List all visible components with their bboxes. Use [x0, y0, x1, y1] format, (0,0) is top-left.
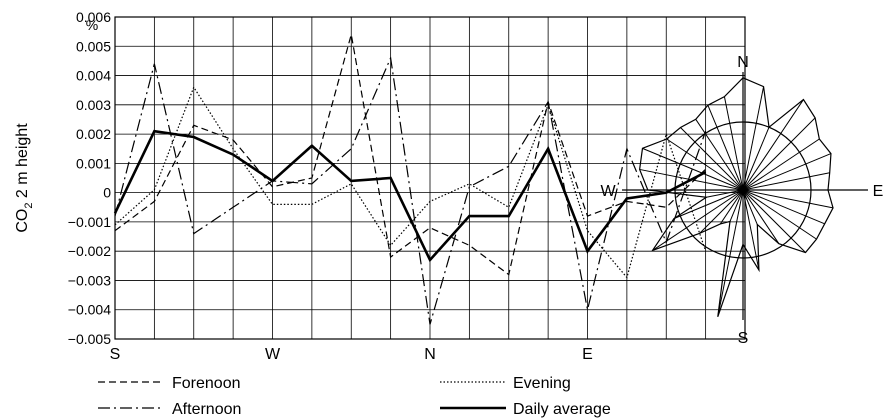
radar-spoke: [742, 189, 834, 209]
radar-spoke: [742, 189, 817, 240]
radar-spoke: [695, 119, 744, 191]
line-chart: 0.006 0.005 0.004 0.003 0.002 0.001 0 −0.001 −0.…: [14, 9, 746, 363]
y-axis-label: CO2 2 m height: [14, 123, 35, 233]
y-tick-label: −0.005: [68, 331, 111, 347]
direction-label-w: W: [600, 183, 616, 200]
y-tick-label: 0.005: [76, 38, 111, 54]
radar-spoke: [680, 127, 744, 191]
series-line-forenoon: [114, 34, 707, 276]
radar-spoke: [742, 153, 832, 191]
legend: Forenoon Afternoon Evening Daily average: [98, 375, 611, 418]
radar-spoke: [673, 189, 744, 220]
radar-spokes: [639, 77, 834, 317]
radar-outline: [639, 77, 834, 317]
x-tick-label: W: [265, 346, 281, 363]
radar-spoke: [652, 189, 744, 251]
radar-spoke: [742, 189, 760, 271]
radar-spoke: [729, 189, 744, 222]
radar-spoke: [742, 189, 806, 253]
series-line-afternoon: [114, 55, 707, 325]
radar-spoke: [742, 99, 804, 191]
direction-radar-chart: N S W E: [600, 54, 883, 347]
direction-label-n: N: [737, 54, 749, 71]
radar-spoke: [742, 189, 780, 244]
legend-label-evening: Evening: [513, 375, 571, 392]
radar-spoke: [742, 126, 770, 191]
y-tick-label: −0.002: [68, 243, 111, 259]
radar-spoke: [742, 189, 758, 225]
legend-label-afternoon: Afternoon: [172, 401, 241, 418]
series-line-evening: [114, 85, 707, 279]
radar-spoke: [666, 138, 744, 191]
radar-spoke: [742, 117, 816, 191]
y-tick-label: −0.004: [68, 302, 111, 318]
radar-spoke: [642, 147, 744, 191]
radar-spoke: [639, 168, 744, 191]
radar-spoke: [699, 189, 744, 234]
series-layer: [113, 34, 707, 325]
direction-label-s: S: [738, 330, 749, 347]
y-unit: %: [86, 17, 98, 33]
radar-spoke: [707, 104, 744, 191]
y-tick-label: −0.001: [68, 214, 111, 230]
y-tick-label: 0.001: [76, 155, 111, 171]
grid-lines: [115, 17, 745, 339]
direction-label-e: E: [873, 183, 884, 200]
legend-label-forenoon: Forenoon: [172, 375, 241, 392]
radar-spoke: [742, 138, 820, 191]
legend-label-daily-average: Daily average: [513, 401, 611, 418]
radar-spoke: [742, 86, 765, 191]
x-tick-label: S: [110, 346, 121, 363]
series-line-daily-average: [113, 129, 707, 263]
radar-spoke: [706, 189, 744, 198]
y-tick-label: 0.003: [76, 97, 111, 113]
y-tick-labels: 0.006 0.005 0.004 0.003 0.002 0.001 0 −0.001 −0.…: [68, 9, 111, 347]
radar-spoke: [717, 189, 744, 317]
x-tick-label: N: [424, 346, 436, 363]
y-tick-label: 0.006: [76, 9, 111, 25]
radar-spoke: [742, 189, 825, 225]
y-tick-label: 0.002: [76, 126, 111, 142]
y-tick-label: 0: [103, 185, 111, 201]
x-tick-label: E: [582, 346, 593, 363]
radar-spoke: [723, 96, 744, 191]
y-tick-label: −0.003: [68, 272, 111, 288]
y-tick-label: 0.004: [76, 68, 111, 84]
radar-spoke: [742, 172, 830, 191]
radar-spoke: [719, 189, 744, 225]
